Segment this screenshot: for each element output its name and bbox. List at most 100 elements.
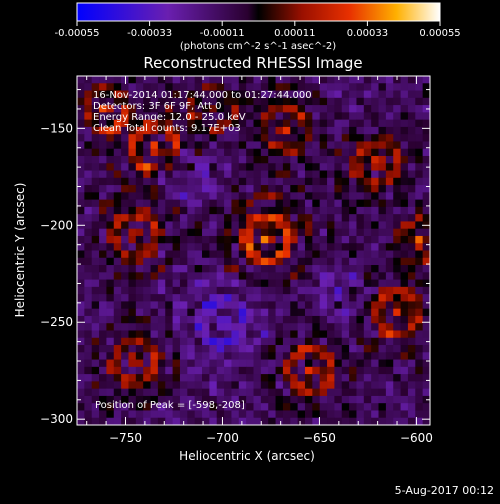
- heatmap-cell: [113, 221, 122, 230]
- heatmap-cell: [187, 148, 196, 157]
- heatmap-cell: [121, 141, 129, 150]
- heatmap-cell: [157, 119, 166, 128]
- heatmap-cell: [231, 221, 240, 230]
- heatmap-cell: [106, 359, 115, 368]
- heatmap-cell: [268, 337, 276, 346]
- heatmap-cell: [179, 330, 188, 339]
- heatmap-cell: [202, 272, 210, 280]
- heatmap-cell: [143, 83, 151, 91]
- heatmap-cell: [128, 119, 137, 128]
- heatmap-cell: [415, 112, 424, 121]
- heatmap-cell: [334, 97, 343, 106]
- heatmap-cell: [121, 97, 129, 106]
- heatmap-cell: [135, 76, 144, 84]
- heatmap-cell: [91, 163, 100, 171]
- heatmap-cell: [172, 199, 181, 208]
- heatmap-cell: [385, 410, 394, 419]
- heatmap-cell: [371, 199, 379, 208]
- heatmap-cell: [121, 83, 129, 91]
- annotation-clean: Clean Total counts: 9.17E+03: [93, 123, 241, 134]
- heatmap-cell: [143, 250, 151, 259]
- heatmap-cell: [297, 228, 306, 237]
- heatmap-cell: [407, 352, 416, 360]
- heatmap-cell: [224, 294, 232, 302]
- heatmap-cell: [385, 163, 394, 171]
- heatmap-cell: [231, 279, 240, 288]
- heatmap-cell: [231, 308, 240, 317]
- heatmap-cell: [172, 257, 181, 266]
- heatmap-cell: [113, 235, 122, 244]
- heatmap-cell: [231, 141, 240, 150]
- heatmap-cell: [341, 141, 350, 150]
- heatmap-cell: [150, 265, 159, 273]
- heatmap-cell: [260, 301, 269, 310]
- heatmap-cell: [150, 272, 159, 280]
- heatmap-cell: [91, 265, 100, 273]
- heatmap-cell: [393, 410, 401, 419]
- heatmap-cell: [135, 345, 144, 353]
- heatmap-cell: [385, 330, 394, 339]
- heatmap-cell: [165, 97, 173, 106]
- heatmap-cell: [415, 359, 424, 368]
- heatmap-cell: [121, 286, 129, 295]
- heatmap-cell: [341, 265, 350, 273]
- heatmap-cell: [253, 395, 262, 404]
- heatmap-cell: [407, 126, 416, 135]
- heatmap-cell: [282, 330, 291, 339]
- heatmap-cell: [246, 286, 254, 295]
- heatmap-cell: [84, 177, 93, 186]
- heatmap-cell: [143, 185, 151, 193]
- heatmap-cell: [99, 76, 107, 84]
- heatmap-cell: [209, 221, 218, 230]
- heatmap-cell: [209, 112, 218, 121]
- heatmap-cell: [319, 250, 328, 259]
- heatmap-cell: [106, 192, 115, 200]
- heatmap-cell: [194, 228, 203, 237]
- heatmap-cell: [143, 228, 151, 237]
- heatmap-cell: [209, 286, 218, 295]
- heatmap-cell: [135, 83, 144, 91]
- heatmap-cell: [422, 83, 430, 91]
- heatmap-cell: [415, 170, 424, 179]
- heatmap-cell: [290, 265, 299, 273]
- heatmap-cell: [187, 141, 196, 150]
- heatmap-cell: [334, 163, 343, 171]
- colorbar-tick-label: -0.00055: [55, 28, 100, 39]
- heatmap-cell: [150, 214, 159, 222]
- heatmap-cell: [415, 265, 424, 273]
- heatmap-cell: [378, 199, 387, 208]
- heatmap-cell: [260, 417, 269, 425]
- heatmap-cell: [253, 410, 262, 419]
- heatmap-cell: [246, 119, 254, 128]
- heatmap-cell: [179, 265, 188, 273]
- heatmap-cell: [150, 403, 159, 411]
- heatmap-cell: [393, 279, 401, 288]
- heatmap-cell: [260, 148, 269, 157]
- heatmap-cell: [363, 337, 372, 346]
- heatmap-cell: [371, 134, 379, 142]
- heatmap-cell: [319, 141, 328, 150]
- heatmap-cell: [297, 308, 306, 317]
- heatmap-cell: [202, 192, 210, 200]
- heatmap-cell: [224, 83, 232, 91]
- heatmap-cell: [334, 199, 343, 208]
- heatmap-cell: [275, 206, 284, 215]
- heatmap-cell: [393, 90, 401, 99]
- heatmap-cell: [187, 83, 196, 91]
- heatmap-cell: [84, 272, 93, 280]
- heatmap-cell: [282, 192, 291, 200]
- heatmap-cell: [179, 257, 188, 266]
- heatmap-cell: [407, 250, 416, 259]
- heatmap-cell: [407, 76, 416, 84]
- heatmap-cell: [187, 337, 196, 346]
- heatmap-cell: [327, 352, 335, 360]
- heatmap-cell: [312, 221, 321, 230]
- heatmap-cell: [165, 323, 173, 331]
- heatmap-cell: [356, 221, 365, 230]
- heatmap-cell: [150, 105, 159, 113]
- heatmap-cell: [356, 279, 365, 288]
- heatmap-cell: [84, 410, 93, 419]
- heatmap-cell: [238, 90, 247, 99]
- heatmap-cell: [157, 126, 166, 135]
- heatmap-cell: [349, 192, 357, 200]
